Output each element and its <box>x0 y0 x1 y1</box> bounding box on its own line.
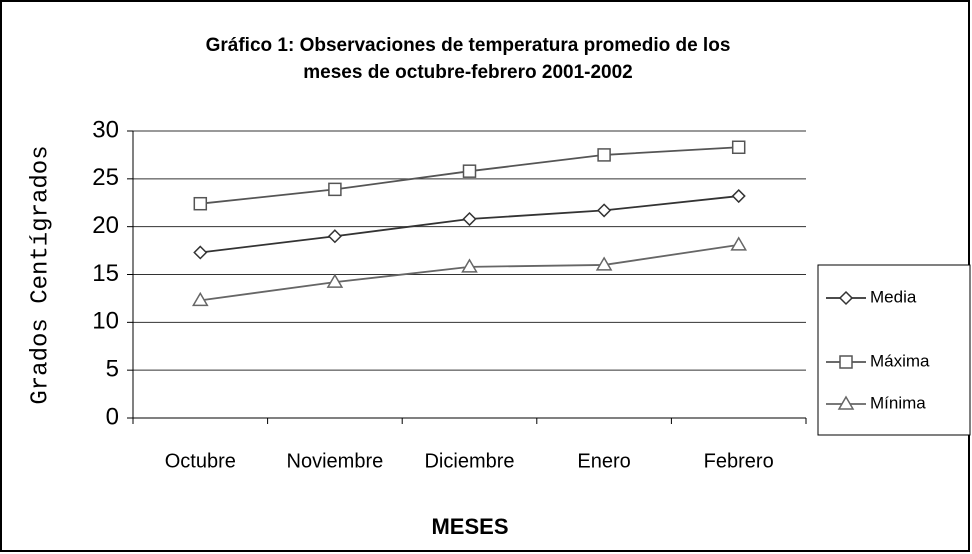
y-tick-label: 25 <box>92 164 119 191</box>
x-tick-label: Enero <box>577 450 630 472</box>
data-point <box>193 245 208 260</box>
data-point <box>731 140 746 155</box>
x-tick-label: Noviembre <box>287 450 384 472</box>
data-point <box>597 148 611 162</box>
y-axis-title: Grados Centígrados <box>27 145 54 404</box>
y-tick-label: 5 <box>106 356 119 383</box>
data-point <box>462 164 477 178</box>
y-tick-label: 20 <box>92 212 119 239</box>
x-axis-title: MESES <box>431 514 508 539</box>
legend-label: Media <box>870 287 917 306</box>
data-point <box>327 229 342 244</box>
chart-title: Gráfico 1: Observaciones de temperatura … <box>206 35 731 56</box>
legend-label: Mínima <box>870 393 926 412</box>
y-tick-label: 30 <box>92 116 119 143</box>
data-point <box>731 188 746 204</box>
legend-marker <box>838 290 854 306</box>
data-point <box>326 273 344 288</box>
legend-label: Máxima <box>870 351 930 370</box>
data-point <box>730 236 748 251</box>
data-point <box>597 203 612 218</box>
y-tick-label: 0 <box>106 403 119 430</box>
x-tick-label: Octubre <box>165 450 236 472</box>
data-point <box>595 256 613 271</box>
y-tick-label: 15 <box>92 260 119 287</box>
legend-marker <box>839 355 853 369</box>
x-tick-label: Febrero <box>704 450 774 472</box>
y-tick-label: 10 <box>92 308 119 335</box>
legend-marker <box>837 395 855 410</box>
x-tick-label: Diciembre <box>424 450 514 472</box>
data-point <box>328 182 342 197</box>
data-point <box>193 196 208 211</box>
chart-title: meses de octubre-febrero 2001-2002 <box>303 62 633 83</box>
data-point <box>461 258 478 273</box>
data-point <box>462 211 477 227</box>
data-point <box>191 291 209 307</box>
